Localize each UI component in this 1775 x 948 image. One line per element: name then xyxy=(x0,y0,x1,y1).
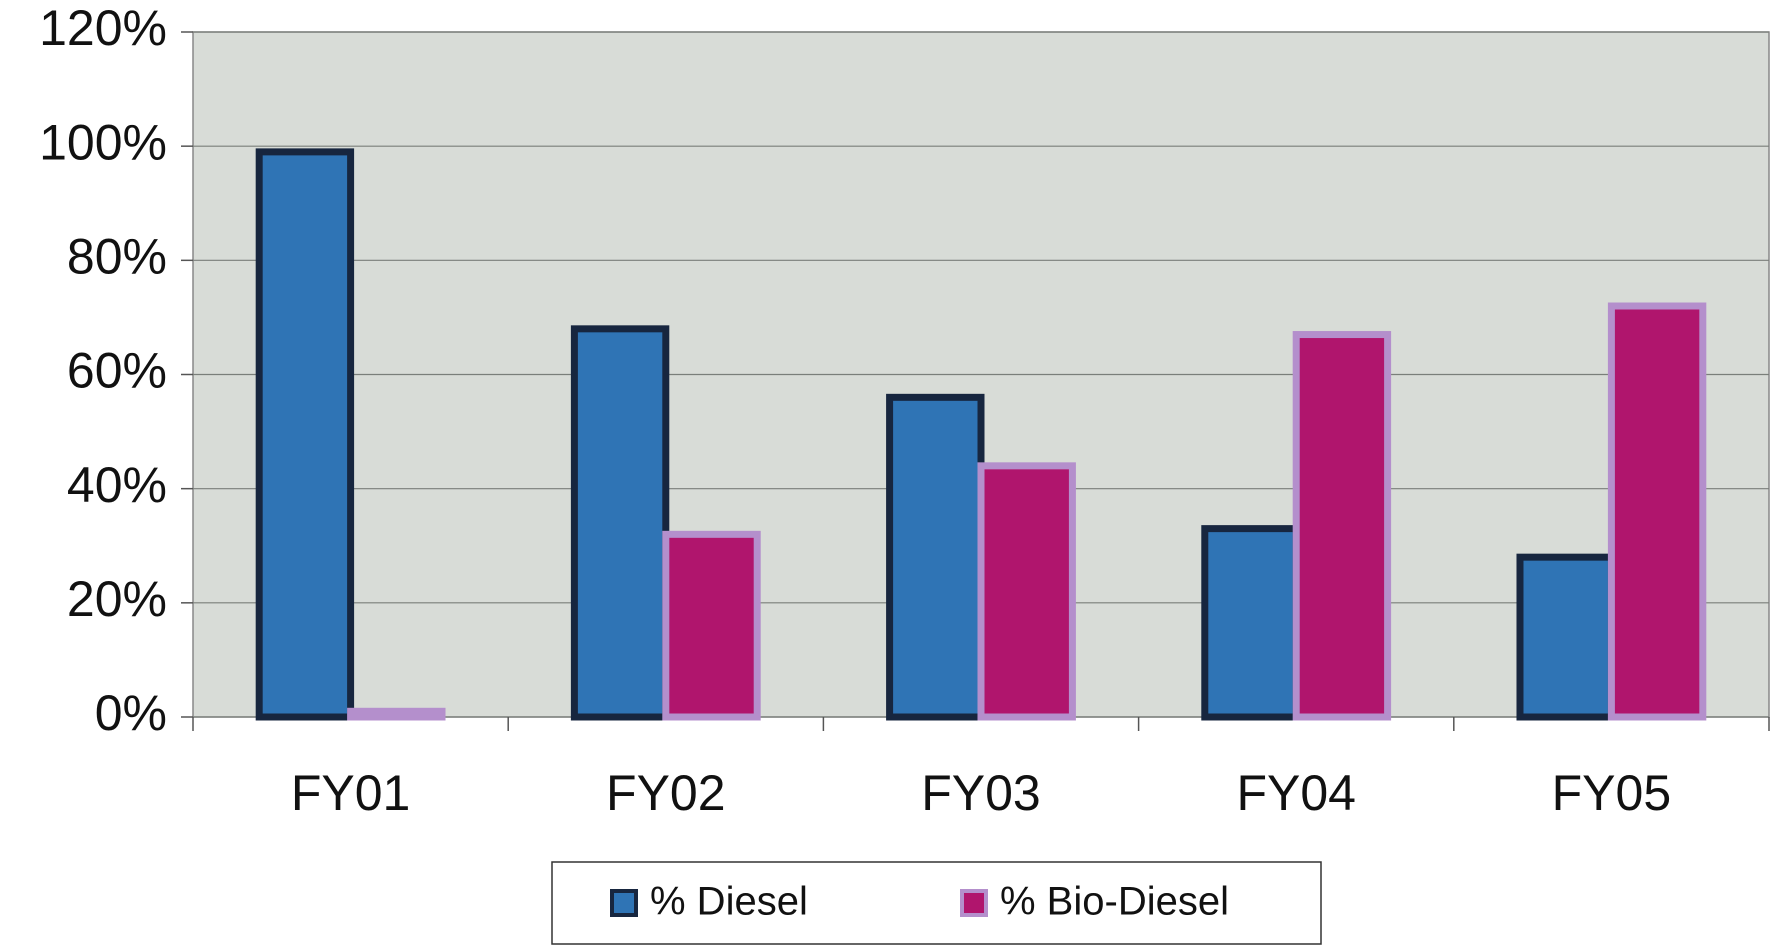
bar xyxy=(1516,553,1615,721)
y-tick-label: 60% xyxy=(67,343,167,399)
bar xyxy=(662,530,761,721)
bar xyxy=(255,148,355,721)
bar xyxy=(1201,525,1300,721)
bar xyxy=(1292,331,1392,721)
legend-swatch xyxy=(960,889,988,917)
y-tick-label: 20% xyxy=(67,571,167,627)
x-tick-label: FY04 xyxy=(1236,765,1356,821)
legend-swatch xyxy=(610,889,638,917)
legend-label: % Bio-Diesel xyxy=(1000,880,1229,924)
bar xyxy=(570,325,670,721)
y-tick-label: 80% xyxy=(67,229,167,285)
bar xyxy=(886,393,985,721)
y-tick-label: 120% xyxy=(39,0,167,56)
x-tick-label: FY01 xyxy=(291,765,411,821)
y-tick-label: 40% xyxy=(67,457,167,513)
x-tick-label: FY03 xyxy=(921,765,1041,821)
bar xyxy=(347,707,446,721)
y-tick-label: 0% xyxy=(95,685,167,741)
x-tick-label: FY02 xyxy=(606,765,726,821)
y-tick-label: 100% xyxy=(39,114,167,170)
bar xyxy=(977,462,1076,721)
legend-label: % Diesel xyxy=(650,880,808,924)
legend-box xyxy=(551,861,1322,945)
bar xyxy=(1607,302,1707,721)
x-tick-label: FY05 xyxy=(1552,765,1672,821)
